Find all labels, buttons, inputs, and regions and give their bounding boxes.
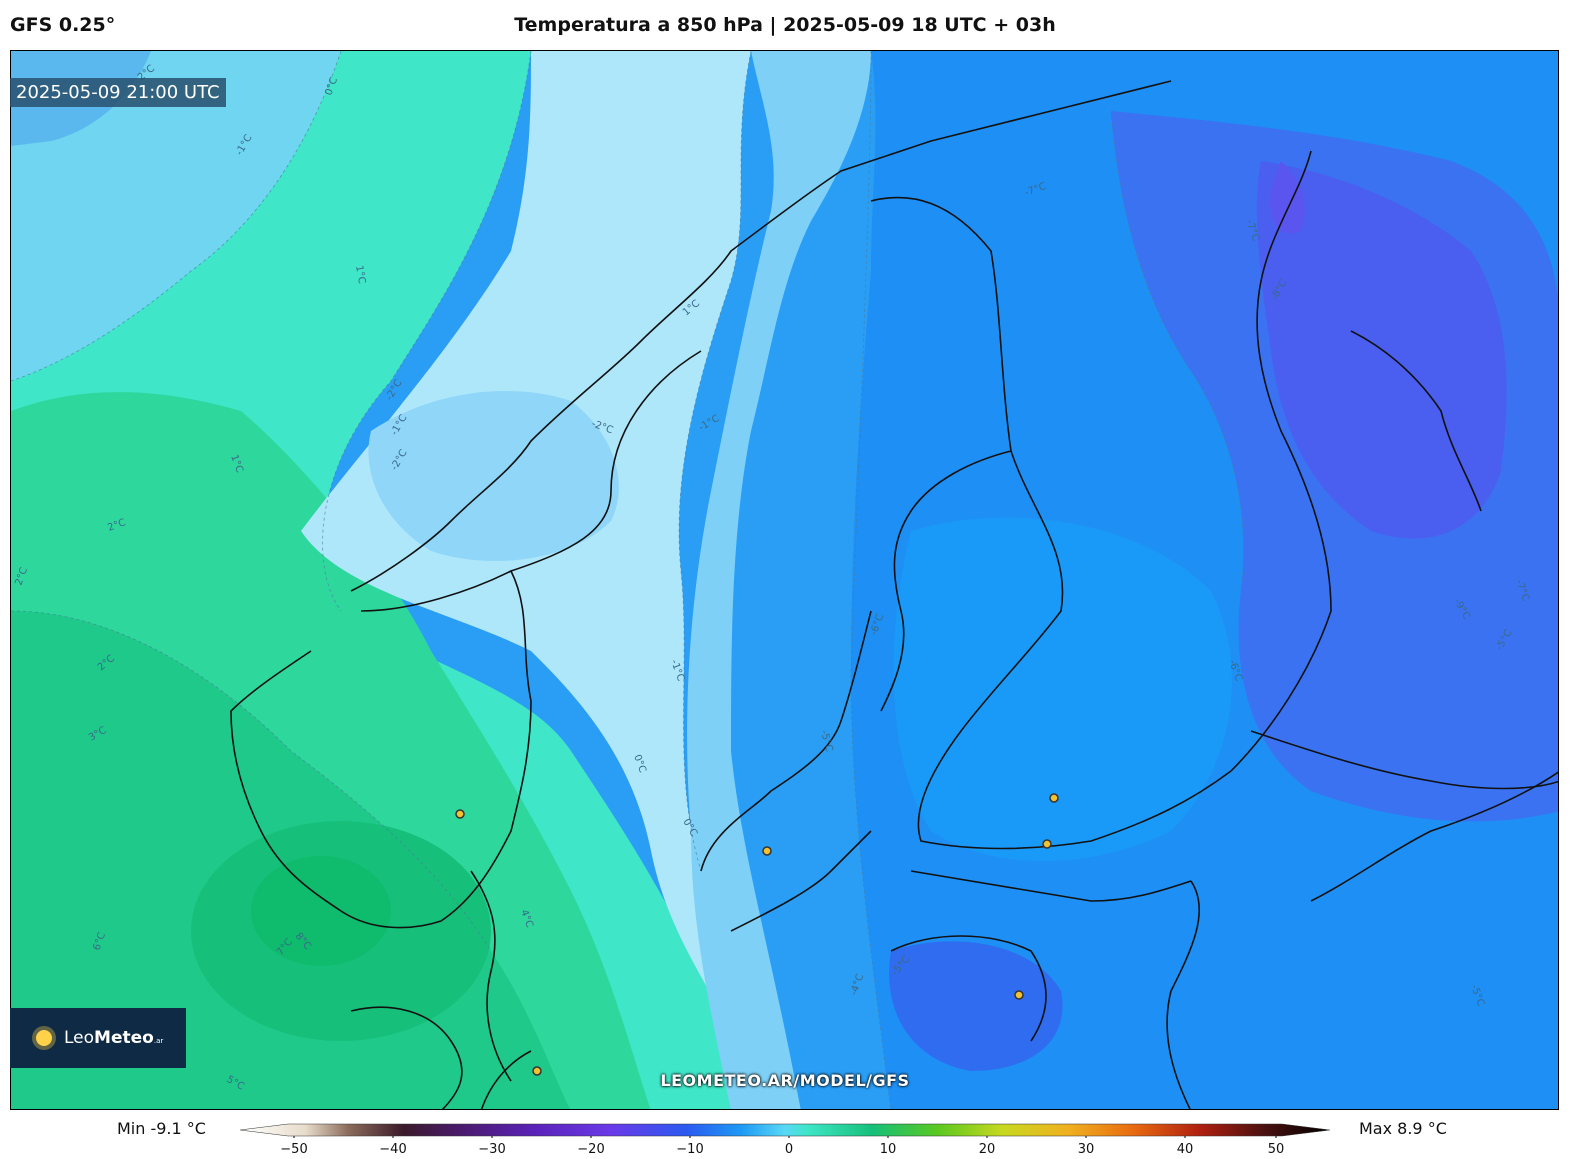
colorbar-tick: −40 [379, 1142, 407, 1157]
map-canvas: 2°C 0°C -1°C 1°C -2°C -1°C -2°C 1°C 2°C … [11, 51, 1558, 1109]
colorbar-tick: −30 [478, 1142, 506, 1157]
city-marker[interactable] [1049, 793, 1059, 803]
watermark-url: LEOMETEO.AR/MODEL/GFS [660, 1071, 910, 1090]
colorbar-tick: 0 [784, 1142, 794, 1157]
leometeo-logo: LeoMeteo.ar [10, 1008, 186, 1068]
contour-label: 1°C [353, 265, 367, 285]
max-temperature-label: Max 8.9 °C [1359, 1119, 1447, 1138]
city-marker[interactable] [532, 1066, 542, 1076]
city-marker[interactable] [1014, 990, 1024, 1000]
colorbar-tick: 20 [978, 1142, 996, 1157]
colorbar-tick: −50 [280, 1142, 308, 1157]
colorbar-tick: 10 [879, 1142, 897, 1157]
colorbar-tick: −10 [676, 1142, 704, 1157]
model-label: GFS 0.25° [10, 14, 116, 36]
temperature-map[interactable]: 2°C 0°C -1°C 1°C -2°C -1°C -2°C 1°C 2°C … [10, 50, 1559, 1110]
valid-time-label: 2025-05-09 21:00 UTC [10, 78, 226, 107]
sun-icon [36, 1030, 52, 1046]
contour-label: -5°C [818, 729, 834, 753]
min-temperature-label: Min -9.1 °C [117, 1119, 206, 1138]
city-marker[interactable] [762, 846, 772, 856]
temperature-colorbar [240, 1123, 1330, 1138]
colorbar-tick: 50 [1267, 1142, 1285, 1157]
map-title: Temperatura a 850 hPa | 2025-05-09 18 UT… [514, 14, 1056, 36]
city-marker[interactable] [1042, 839, 1052, 849]
city-marker[interactable] [455, 809, 465, 819]
colorbar-tick: −20 [577, 1142, 605, 1157]
colorbar-tick: 30 [1077, 1142, 1095, 1157]
logo-text: LeoMeteo.ar [64, 1028, 164, 1048]
colorbar-tick: 40 [1176, 1142, 1194, 1157]
